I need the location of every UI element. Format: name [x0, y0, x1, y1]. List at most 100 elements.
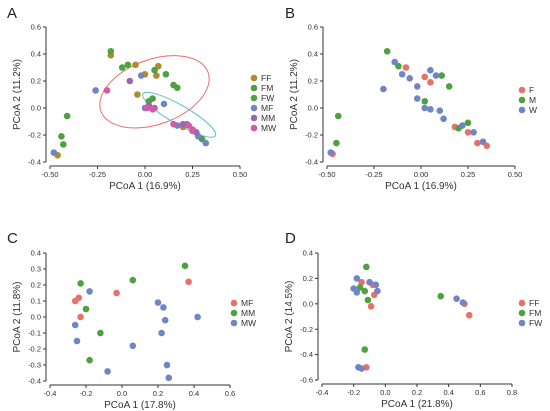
y-tick-label: -0.3 [28, 361, 41, 370]
x-tick-label: -0.25 [89, 170, 106, 179]
y-tick-label: 0.0 [303, 299, 313, 308]
legend-marker-f [518, 86, 526, 94]
panel-d: D-0.4 -0.2 0.0 0.2 0.4 0.6 0.8-0.6-0.4-0.20.00… [284, 230, 542, 410]
data-point-f [474, 139, 481, 147]
data-point-fw [374, 287, 381, 295]
y-tick-label: 0.1 [31, 297, 41, 306]
data-point-mf [50, 149, 58, 156]
legend-marker-ff [518, 299, 526, 307]
legend-marker-fm [250, 84, 258, 92]
y-tick-label: 0.4 [308, 50, 318, 59]
legend-marker-m [518, 96, 526, 104]
data-point-fm [361, 346, 369, 353]
data-point-fw [459, 299, 467, 306]
data-point-w [413, 83, 421, 90]
y-tick-label: 0.2 [303, 274, 313, 283]
data-point-w [459, 122, 466, 129]
data-point-w [406, 75, 414, 82]
legend-label-m: M [529, 95, 536, 105]
data-point-mw [149, 106, 156, 113]
data-point-m [445, 83, 453, 90]
legend-label-fw: FW [529, 318, 542, 328]
x-tick-label: 0.00 [138, 170, 153, 179]
y-tick-label: -0.6 [300, 376, 313, 385]
data-point-w [421, 104, 429, 112]
data-point-ff [358, 278, 365, 286]
legend-marker-mf [250, 104, 258, 112]
data-point-mw [73, 337, 81, 345]
data-point-fw [174, 84, 181, 92]
data-point-fw [124, 61, 132, 69]
legend-label-fm: FM [261, 83, 273, 93]
confidence-ellipse [142, 91, 217, 138]
data-point-f [421, 73, 429, 81]
y-tick-label: -0.4 [305, 158, 318, 167]
legend-label-f: F [529, 85, 534, 95]
x-tick-label: -0.25 [365, 170, 382, 179]
panel-letter: C [7, 230, 18, 247]
x-tick-label: -0.4 [44, 389, 57, 398]
y-tick-label: 0.0 [308, 104, 318, 113]
data-point-mf [160, 100, 168, 108]
legend-marker-mm [230, 309, 238, 317]
x-tick-label: 0.2 [153, 389, 163, 398]
confidence-ellipse [99, 55, 210, 129]
panel-a: A -0.50 -0.25 0.00 0.25 0.50 -0.4 -0.2 0.0 0.2 0.4… [7, 5, 276, 192]
y-tick-label: -0.4 [28, 377, 41, 386]
x-tick-label: 0.6 [225, 389, 235, 398]
legend-label-mm: MM [241, 308, 255, 318]
panel-letter: D [285, 230, 296, 247]
x-tick-label: -0.50 [41, 170, 58, 179]
data-point-mw [165, 374, 173, 382]
y-tick-label: 0.6 [31, 23, 41, 32]
y-tick-label: 0.2 [31, 281, 41, 290]
data-point-fw [453, 295, 460, 303]
data-point-w [427, 106, 434, 113]
legend-marker-ff [250, 74, 258, 82]
data-point-mw [170, 120, 177, 128]
legend-marker-w [518, 106, 526, 114]
data-point-mf [202, 139, 210, 147]
y-axis-title: PCoA 2 (14.5%) [284, 281, 295, 353]
data-point-mm [179, 120, 187, 128]
x-axis-title: PCoA 1 (21.8%) [381, 399, 453, 410]
data-point-mw [143, 104, 151, 112]
data-point-fw [151, 66, 158, 74]
y-tick-label: 0.3 [31, 265, 41, 274]
y-tick-label: -0.1 [28, 329, 41, 338]
data-point-w [380, 85, 387, 93]
data-point-mw [160, 304, 167, 311]
y-tick-label: -0.2 [28, 345, 41, 354]
data-point-w [398, 70, 406, 78]
data-point-mm [86, 356, 93, 364]
legend-label-mw: MW [241, 318, 256, 328]
data-point-w [391, 58, 398, 66]
data-point-mm [97, 329, 104, 337]
legend-marker-mw [250, 124, 258, 132]
x-axis-title: PCoA 1 (16.9%) [109, 181, 181, 192]
data-point-w [427, 66, 434, 74]
y-axis-title: PCoA 2 (11.8%) [12, 282, 23, 353]
data-point-w [440, 115, 447, 123]
data-point-ff [134, 91, 141, 98]
data-point-w [436, 107, 444, 114]
legend-label-mf: MF [241, 298, 253, 308]
legend-marker-fm [518, 309, 526, 317]
data-point-w [470, 129, 477, 136]
data-point-mw [71, 321, 79, 329]
data-point-fm [356, 283, 364, 291]
data-point-m [438, 72, 445, 79]
y-tick-label: -0.2 [300, 325, 313, 334]
data-point-fm [118, 64, 126, 71]
x-tick-label: -0.2 [347, 388, 360, 397]
legend-label-ff: FF [261, 73, 271, 83]
x-tick-label: 0.50 [233, 170, 248, 179]
y-tick-label: 0.4 [303, 249, 313, 258]
data-point-fm [107, 48, 115, 55]
data-point-mf [137, 72, 145, 79]
data-point-mw [161, 316, 169, 324]
y-tick-label: -0.2 [28, 131, 41, 140]
legend-marker-fw [250, 94, 258, 102]
data-point-mw [129, 342, 137, 350]
data-point-mw [163, 361, 171, 369]
